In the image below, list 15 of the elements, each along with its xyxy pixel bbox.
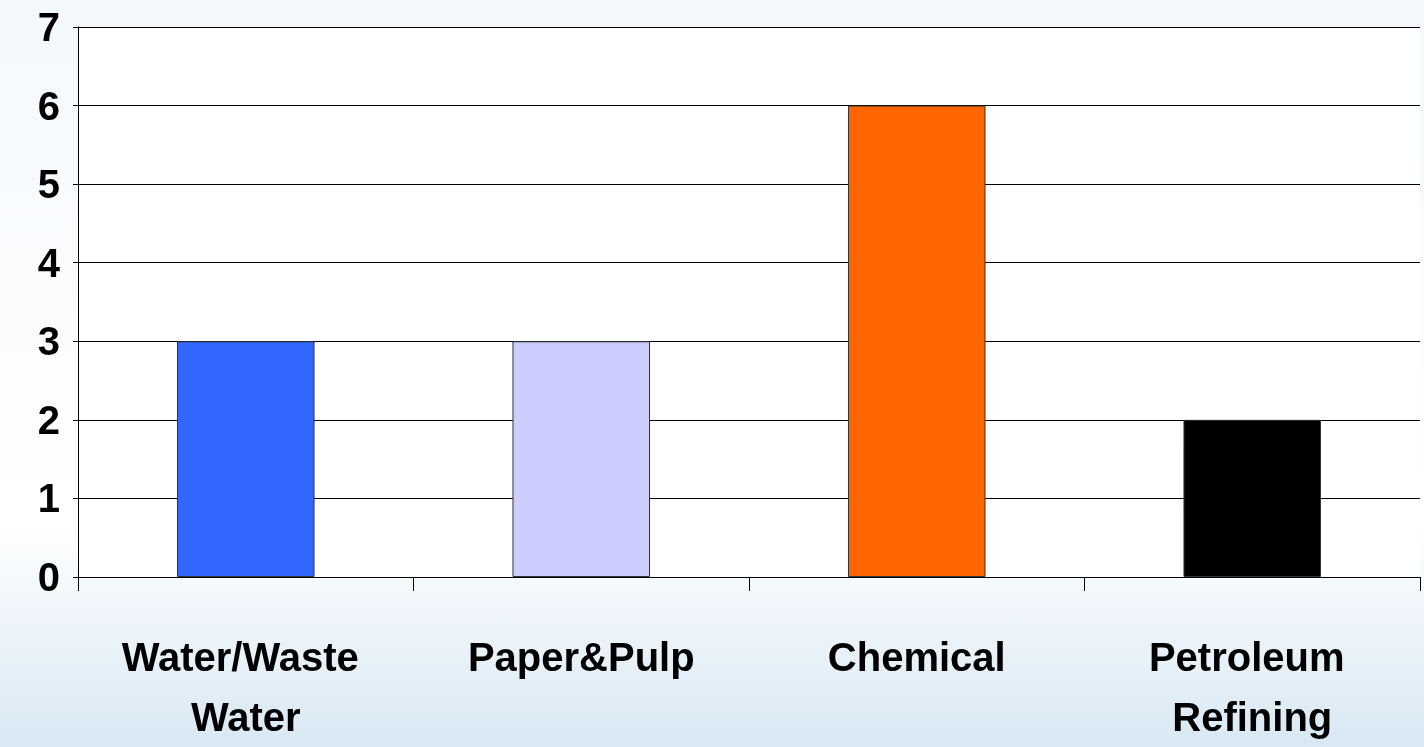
y-tick-label: 7 <box>37 5 60 49</box>
bar <box>176 341 315 577</box>
y-tick-label: 6 <box>37 83 60 128</box>
y-tick-label: 4 <box>37 240 61 285</box>
y-tick-label: 0 <box>37 555 60 599</box>
x-tick-label: Water/Waste Water <box>121 635 370 739</box>
bar <box>512 341 651 577</box>
y-tick-label: 1 <box>37 476 60 521</box>
x-tick-label: Paper&Pulp <box>467 635 695 679</box>
y-tick-label: 2 <box>37 397 60 442</box>
bar <box>847 105 986 577</box>
y-tick-label: 5 <box>37 162 60 207</box>
x-tick-label: Chemical <box>827 635 1006 679</box>
x-tick-label: Petroleum Refining <box>1148 635 1356 739</box>
y-tick-label: 3 <box>37 319 60 364</box>
